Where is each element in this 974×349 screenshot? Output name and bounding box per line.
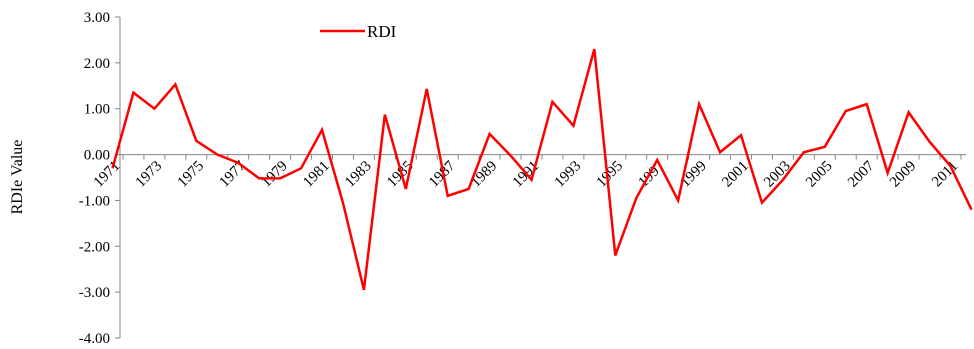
x-tick-label: 1995 [594,158,627,191]
series-layer [111,48,973,291]
y-tick-label: 0.00 [84,148,110,164]
x-axis: 1971 1973 1975 1977 1979 1981 1983 1985 1987 1989… [91,154,966,191]
legend: RDI [320,22,397,41]
y-tick-label: -2.00 [79,239,110,255]
x-tick-label: 1983 [342,158,375,191]
x-tick-label: 1993 [552,158,585,191]
y-axis-title: RDIe Value [9,140,26,215]
y-tick-label: 2.00 [84,56,110,72]
x-tick-label: 1973 [133,158,166,191]
x-tick-label: 1975 [175,158,208,191]
y-tick-label: 1.00 [84,102,110,118]
x-tick-label: 2001 [719,158,752,191]
y-tick-label: -3.00 [79,285,110,301]
x-tick-label: 2011 [929,158,961,190]
x-tick-label: 2007 [845,158,878,191]
x-tick-label: 2005 [803,158,836,191]
y-tick-label: -1.00 [79,193,110,209]
y-axis: 3.00 2.00 1.00 0.00 -1.00 -2.00 -3.00 -4.00 [79,10,121,347]
x-tick-label: 1989 [468,158,501,191]
y-tick-label: 3.00 [84,10,110,26]
series-line-rdi [111,48,973,291]
legend-label-rdi: RDI [367,22,397,41]
x-tick-label: 1977 [217,158,250,191]
y-tick-label: -4.00 [79,331,110,347]
